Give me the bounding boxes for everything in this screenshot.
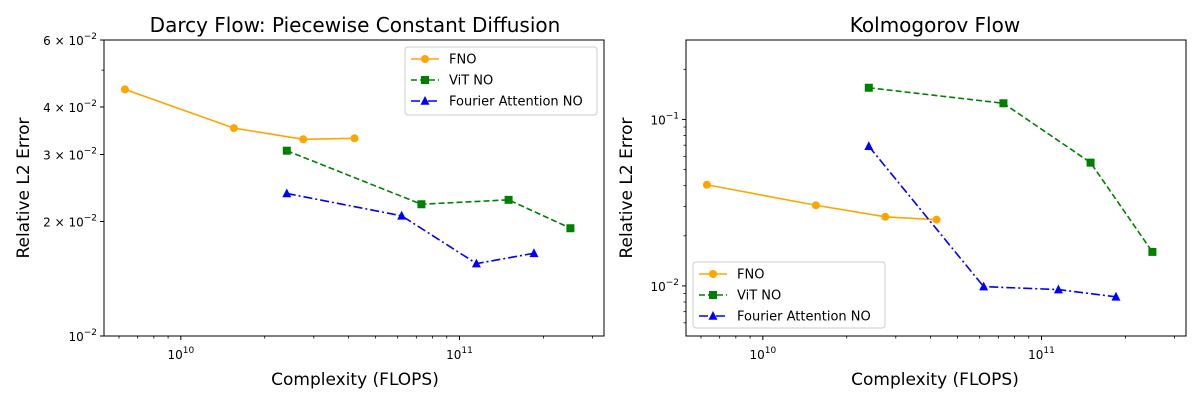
darcy-legend-fourier-attention-no-label: Fourier Attention NO xyxy=(449,95,583,110)
kolmogorov-series-vit-no-point xyxy=(1086,158,1095,167)
kolmogorov-flow-plot: Kolmogorov Flow Complexity (FLOPS) Relat… xyxy=(617,13,1187,390)
kolmogorov-series-fourier-attention-no-point xyxy=(864,141,874,151)
kolmogorov-series-vit-no-point xyxy=(999,99,1008,108)
kolmogorov-legend-vit-no-marker xyxy=(709,291,717,299)
kolmogorov-ylabel: Relative L2 Error xyxy=(617,117,637,258)
darcy-series-fourier-attention-no-point xyxy=(397,210,407,220)
kolmogorov-series-fno-line xyxy=(706,183,937,221)
kolmogorov-series-fourier-attention-no-point xyxy=(1053,284,1063,294)
kolmogorov-series-fourier-attention-no-line xyxy=(868,145,1117,298)
darcy-series-fno-point xyxy=(229,124,238,133)
kolmogorov-series-fno-point xyxy=(811,201,820,210)
darcy-series-fourier-attention-no-point xyxy=(471,258,481,268)
darcy-series-vit-no-point xyxy=(417,200,426,209)
darcy-series-fno-line xyxy=(124,88,355,141)
kolmogorov-title: Kolmogorov Flow xyxy=(850,13,1020,37)
kolmogorov-legend-fourier-attention-no-label: Fourier Attention NO xyxy=(737,310,871,325)
kolmogorov-legend: FNO ViT NO Fourier Attention NO xyxy=(692,261,886,329)
kolmogorov-x-tick-label: 1011 xyxy=(1028,346,1055,362)
kolmogorov-series-vit-no-point xyxy=(1148,247,1157,256)
kolmogorov-legend-box xyxy=(692,261,886,329)
darcy-y-tick-label: 3 × 10−2 xyxy=(43,147,97,163)
kolmogorov-series-fno-point xyxy=(881,212,890,221)
darcy-ylabel: Relative L2 Error xyxy=(14,117,34,258)
darcy-y-tick-label: 6 × 10−2 xyxy=(43,32,97,48)
kolmogorov-series-vit-no-line xyxy=(868,86,1154,253)
darcy-y-tick-label: 2 × 10−2 xyxy=(43,213,97,229)
darcy-legend: FNO ViT NO Fourier Attention NO xyxy=(404,46,598,116)
kolmogorov-series-fourier-attention-no-point xyxy=(979,281,989,291)
darcy-legend-fno-marker xyxy=(421,55,429,63)
darcy-series-vit-no-point xyxy=(566,224,575,233)
darcy-title: Darcy Flow: Piecewise Constant Diffusion xyxy=(150,13,561,37)
darcy-series-vit-no-line xyxy=(286,149,571,229)
kolmogorov-series-fno-point xyxy=(932,215,941,224)
kolmogorov-y-tick-label: 10−1 xyxy=(650,111,679,127)
darcy-series-fno-point xyxy=(350,134,359,143)
darcy-series-fno-point xyxy=(120,85,129,94)
kolmogorov-x-tick-label: 1010 xyxy=(749,346,776,362)
darcy-series-vit-no-point xyxy=(282,146,291,155)
darcy-legend-fourier-attention-no-marker xyxy=(420,96,430,105)
darcy-x-tick-label: 1010 xyxy=(167,346,194,362)
darcy-series-fourier-attention-no-point xyxy=(282,188,292,198)
darcy-axes-frame xyxy=(103,39,605,337)
kolmogorov-axes-frame xyxy=(685,39,1187,337)
darcy-y-tick-label: 4 × 10−2 xyxy=(43,99,97,115)
kolmogorov-series-fno-point xyxy=(702,180,711,189)
darcy-legend-box xyxy=(404,46,598,116)
darcy-legend-vit-no-label: ViT NO xyxy=(449,74,493,89)
kolmogorov-xlabel: Complexity (FLOPS) xyxy=(851,370,1019,390)
darcy-series-fourier-attention-no-point xyxy=(529,248,539,258)
kolmogorov-legend-fno-label: FNO xyxy=(737,268,764,283)
darcy-flow-plot: Darcy Flow: Piecewise Constant Diffusion… xyxy=(14,13,605,390)
darcy-y-tick-label: 10−2 xyxy=(68,328,97,344)
kolmogorov-series-fourier-attention-no-point xyxy=(1111,291,1121,301)
kolmogorov-legend-fourier-attention-no-marker xyxy=(708,311,718,320)
darcy-series-vit-no-point xyxy=(504,195,513,204)
kolmogorov-legend-fno-marker xyxy=(709,270,717,278)
darcy-series-fourier-attention-no-line xyxy=(286,192,535,265)
kolmogorov-series-vit-no-point xyxy=(864,83,873,92)
darcy-x-tick-label: 1011 xyxy=(446,346,473,362)
kolmogorov-y-tick-label: 10−2 xyxy=(650,278,679,294)
darcy-legend-vit-no-marker xyxy=(421,76,429,84)
kolmogorov-legend-vit-no-label: ViT NO xyxy=(737,289,781,304)
darcy-series-fno-point xyxy=(299,135,308,144)
darcy-xlabel: Complexity (FLOPS) xyxy=(271,370,439,390)
darcy-legend-fno-label: FNO xyxy=(449,53,476,68)
